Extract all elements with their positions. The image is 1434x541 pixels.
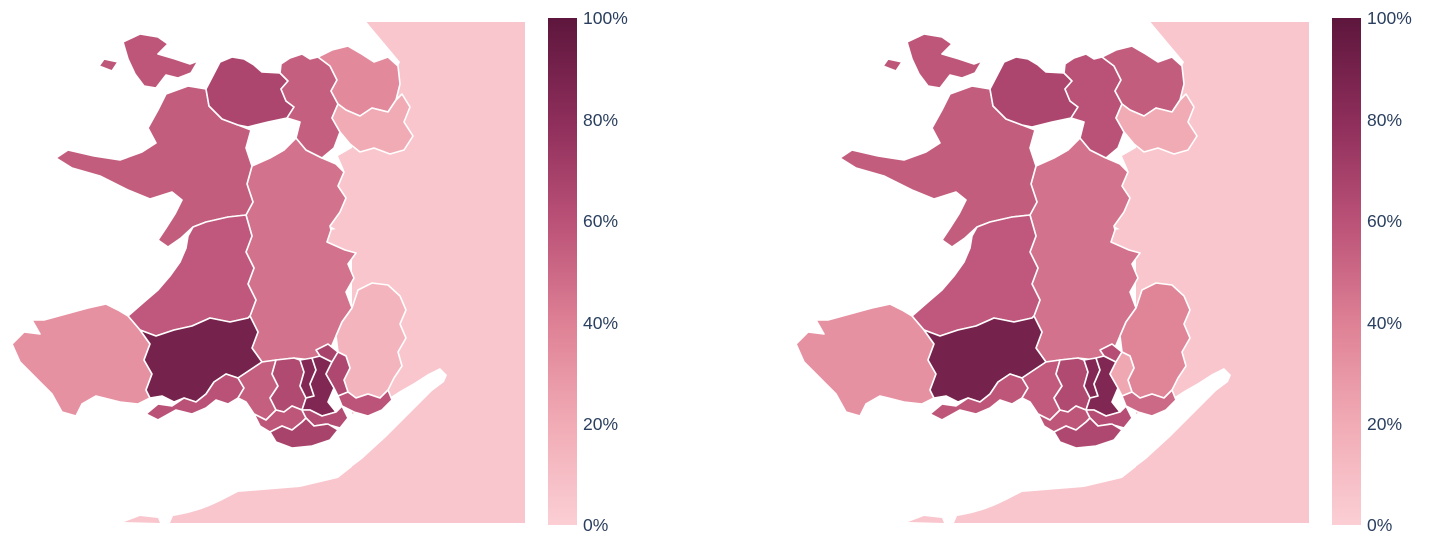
colorbar-tick-20: 20% — [583, 414, 619, 434]
region-gwynedd[interactable] — [55, 85, 254, 248]
colorbar-tick-60: 60% — [1367, 211, 1403, 231]
colorbar-ticks-right: 100% 80% 60% 40% 20% 0% — [1367, 0, 1429, 541]
region-ceredigion[interactable] — [127, 214, 257, 337]
region-newport[interactable] — [337, 389, 393, 417]
region-vale-of-glamorgan[interactable] — [269, 417, 339, 449]
wales-map-left — [0, 0, 525, 541]
region-torfaen[interactable] — [1109, 351, 1135, 397]
colorbar-tick-80: 80% — [583, 110, 619, 130]
colorbar-tick-0: 0% — [583, 515, 609, 535]
region-pembrokeshire[interactable] — [11, 303, 153, 417]
region-pembrokeshire[interactable] — [795, 303, 937, 417]
colorbar-tick-0: 0% — [1367, 515, 1393, 535]
wales-choropleth-svg-right — [795, 19, 1309, 523]
colorbar-tick-60: 60% — [583, 211, 619, 231]
wales-map-right — [784, 0, 1309, 541]
colorbar-tick-20: 20% — [1367, 414, 1403, 434]
colorbar-gradient-right — [1332, 18, 1361, 525]
colorbar-ticks-left: 100% 80% 60% 40% 20% 0% — [583, 0, 645, 541]
region-wrexham[interactable] — [1115, 93, 1198, 155]
choropleth-panel-right: 100% 80% 60% 40% 20% 0% — [784, 0, 1434, 541]
colorbar-gradient-left — [548, 18, 577, 525]
colorbar-tick-40: 40% — [583, 313, 619, 333]
region-vale-of-glamorgan[interactable] — [1053, 417, 1123, 449]
colorbar-tick-100: 100% — [1367, 8, 1412, 28]
region-ceredigion[interactable] — [911, 214, 1041, 337]
colorbar-tick-100: 100% — [583, 8, 628, 28]
region-gwynedd[interactable] — [839, 85, 1038, 248]
colorbar-tick-40: 40% — [1367, 313, 1403, 333]
wales-choropleth-svg-left — [11, 19, 525, 523]
choropleth-panel-left: 100% 80% 60% 40% 20% 0% — [0, 0, 650, 541]
region-isle-of-anglesey[interactable] — [98, 33, 199, 89]
sea-severn-estuary — [330, 368, 447, 468]
region-newport[interactable] — [1121, 389, 1177, 417]
region-torfaen[interactable] — [325, 351, 351, 397]
region-isle-of-anglesey[interactable] — [882, 33, 983, 89]
sea-severn-estuary — [1114, 368, 1231, 468]
colorbar-tick-80: 80% — [1367, 110, 1403, 130]
region-wrexham[interactable] — [331, 93, 414, 155]
